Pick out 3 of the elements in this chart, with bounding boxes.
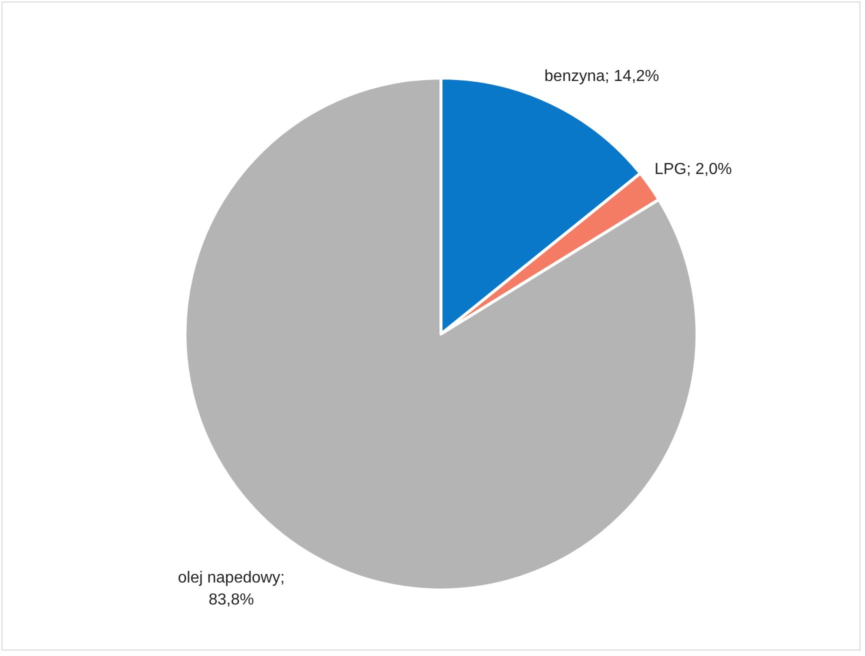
slice-label: benzyna; 14,2%	[544, 68, 660, 85]
slice-label: LPG; 2,0%	[654, 160, 732, 178]
slice-label: olej napedowy; 83,8%	[178, 570, 285, 609]
